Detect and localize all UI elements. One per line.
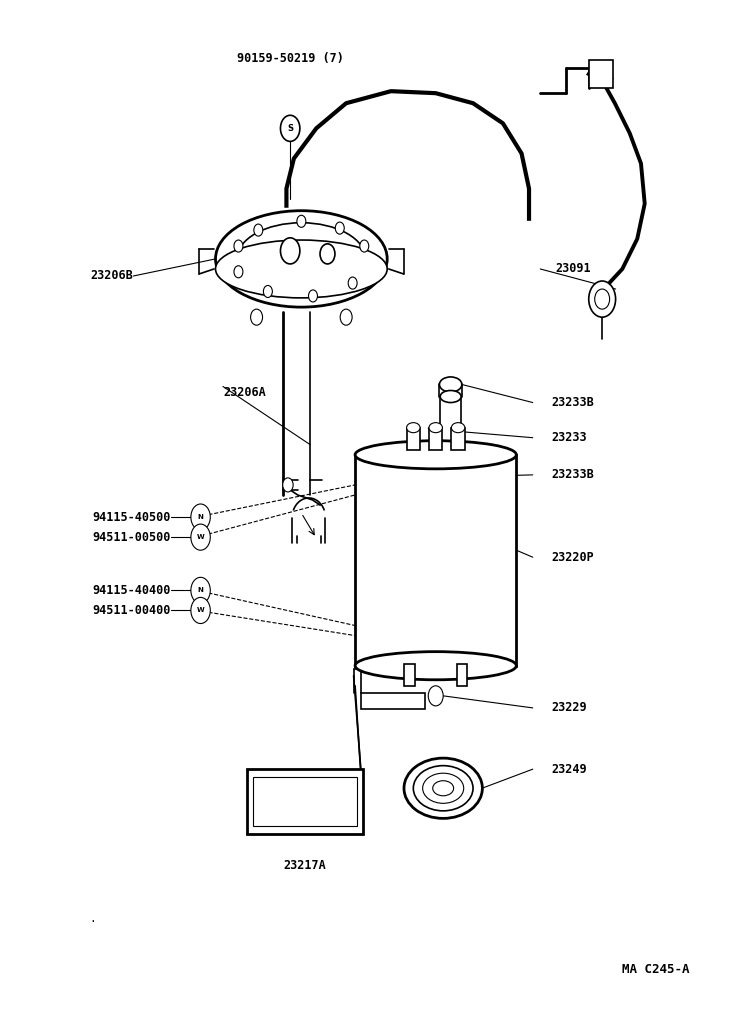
Ellipse shape [216, 240, 387, 298]
Bar [589, 60, 613, 88]
Text: 94511-00500: 94511-00500 [92, 530, 171, 543]
Bar [451, 427, 465, 449]
Circle shape [595, 289, 610, 309]
Circle shape [589, 281, 616, 317]
Text: 23206A: 23206A [223, 387, 265, 400]
Circle shape [359, 240, 368, 252]
Ellipse shape [414, 766, 473, 811]
Text: 23229: 23229 [551, 701, 587, 714]
Circle shape [340, 309, 352, 325]
Text: 23233B: 23233B [551, 396, 594, 409]
Ellipse shape [216, 211, 387, 307]
Bar [355, 454, 517, 666]
Bar [429, 427, 442, 449]
Circle shape [280, 115, 300, 141]
Circle shape [283, 478, 293, 492]
Circle shape [234, 266, 243, 278]
Text: 94115-40500: 94115-40500 [92, 510, 171, 523]
Text: 23233B: 23233B [551, 469, 594, 482]
Ellipse shape [440, 391, 461, 403]
Ellipse shape [429, 422, 442, 432]
Bar [407, 427, 420, 449]
Circle shape [320, 243, 335, 264]
Ellipse shape [237, 223, 365, 295]
Circle shape [191, 524, 211, 550]
Bar [361, 693, 425, 709]
Ellipse shape [404, 759, 482, 818]
Bar [405, 664, 415, 686]
Ellipse shape [407, 422, 420, 432]
Circle shape [191, 504, 211, 530]
Text: 23217A: 23217A [284, 858, 326, 872]
Circle shape [308, 290, 317, 302]
Text: 23220P: 23220P [551, 550, 594, 564]
Bar [440, 397, 461, 467]
Text: 23206B: 23206B [91, 270, 133, 283]
Ellipse shape [432, 781, 453, 796]
Text: 23091: 23091 [555, 263, 591, 276]
Circle shape [191, 578, 211, 603]
Ellipse shape [451, 422, 465, 432]
Circle shape [335, 222, 344, 234]
Text: 90159-50219 (7): 90159-50219 (7) [237, 53, 344, 65]
Text: 94115-40400: 94115-40400 [92, 584, 171, 597]
Text: W: W [197, 534, 205, 540]
Circle shape [348, 277, 357, 289]
Ellipse shape [355, 440, 517, 469]
Text: W: W [197, 607, 205, 613]
Ellipse shape [440, 461, 461, 473]
Ellipse shape [441, 471, 460, 484]
Text: 94511-00400: 94511-00400 [92, 604, 171, 617]
Circle shape [428, 686, 443, 706]
Bar [253, 777, 357, 826]
Text: N: N [198, 588, 204, 594]
Ellipse shape [355, 651, 517, 680]
Circle shape [250, 309, 262, 325]
Text: .: . [89, 914, 96, 924]
Text: N: N [198, 514, 204, 520]
Bar [247, 769, 363, 834]
Ellipse shape [423, 774, 464, 803]
Text: S: S [287, 124, 293, 133]
Circle shape [263, 286, 272, 298]
Circle shape [191, 597, 211, 623]
Circle shape [297, 215, 306, 227]
Bar [456, 664, 467, 686]
Ellipse shape [439, 377, 462, 392]
Circle shape [254, 224, 262, 236]
Circle shape [234, 240, 243, 252]
Circle shape [280, 237, 300, 264]
Text: 23249: 23249 [551, 763, 587, 776]
Text: 23233: 23233 [551, 431, 587, 444]
Text: MA C245-A: MA C245-A [622, 963, 690, 976]
